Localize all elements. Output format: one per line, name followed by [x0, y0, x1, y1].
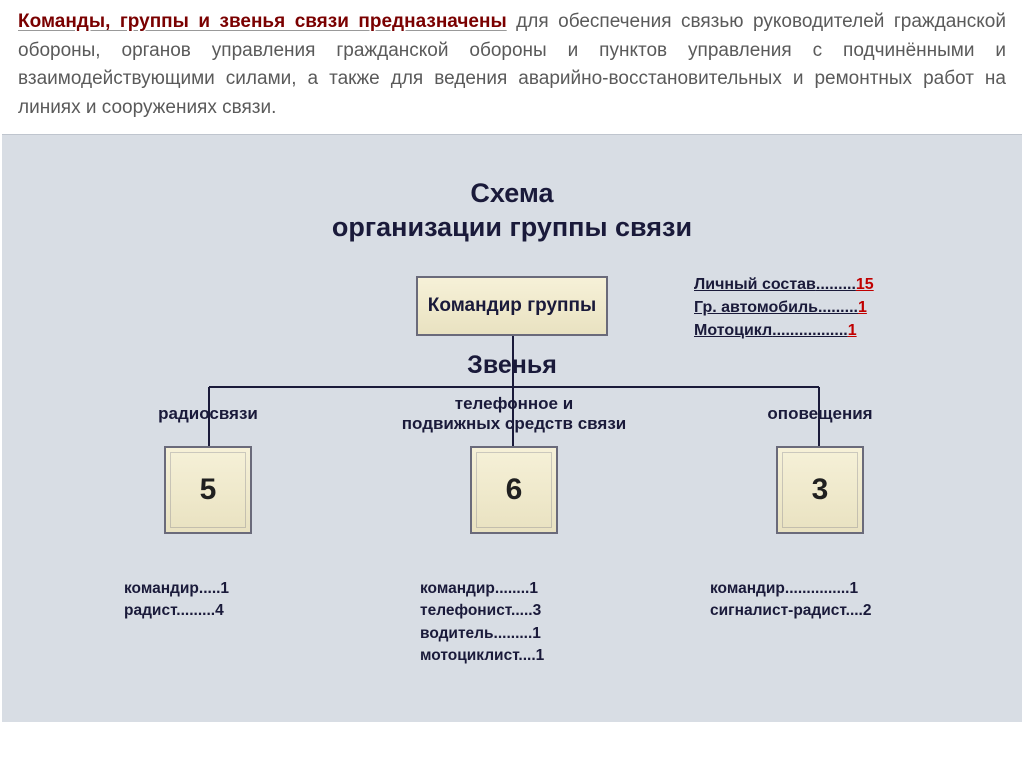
- stat-row: Гр. автомобиль.........1: [694, 296, 874, 319]
- unit-label: телефонное иподвижных средств связи: [374, 392, 654, 436]
- commander-box: Командир группы: [416, 276, 608, 336]
- unit-label: радиосвязи: [68, 392, 348, 436]
- units-row: радиосвязи 5 командир.....1радист.......…: [2, 392, 1022, 712]
- unit-details: командир...............1сигналист-радист…: [680, 578, 960, 623]
- unit-count-box: 3: [776, 446, 864, 534]
- stats-block: Личный состав.........15 Гр. автомобиль.…: [694, 273, 874, 343]
- unit-alert: оповещения 3 командир...............1сиг…: [680, 392, 960, 623]
- diagram-title-line2: организации группы связи: [2, 211, 1022, 245]
- unit-count-box: 5: [164, 446, 252, 534]
- intro-lead: Команды, группы и звенья связи предназна…: [18, 11, 507, 32]
- diagram-area: Схема организации группы связи Командир …: [2, 134, 1022, 722]
- unit-count-box: 6: [470, 446, 558, 534]
- diagram-title-line1: Схема: [2, 177, 1022, 211]
- intro-paragraph: Команды, группы и звенья связи предназна…: [0, 0, 1024, 134]
- unit-radio: радиосвязи 5 командир.....1радист.......…: [68, 392, 348, 623]
- unit-telephone: телефонное иподвижных средств связи 6 ко…: [374, 392, 654, 668]
- unit-label: оповещения: [680, 392, 960, 436]
- unit-details: командир........1телефонист.....3водител…: [374, 578, 654, 668]
- units-subheader: Звенья: [2, 351, 1022, 380]
- unit-details: командир.....1радист.........4: [68, 578, 348, 623]
- stat-row: Личный состав.........15: [694, 273, 874, 296]
- stat-row: Мотоцикл.................1: [694, 319, 874, 342]
- diagram-title: Схема организации группы связи: [2, 135, 1022, 245]
